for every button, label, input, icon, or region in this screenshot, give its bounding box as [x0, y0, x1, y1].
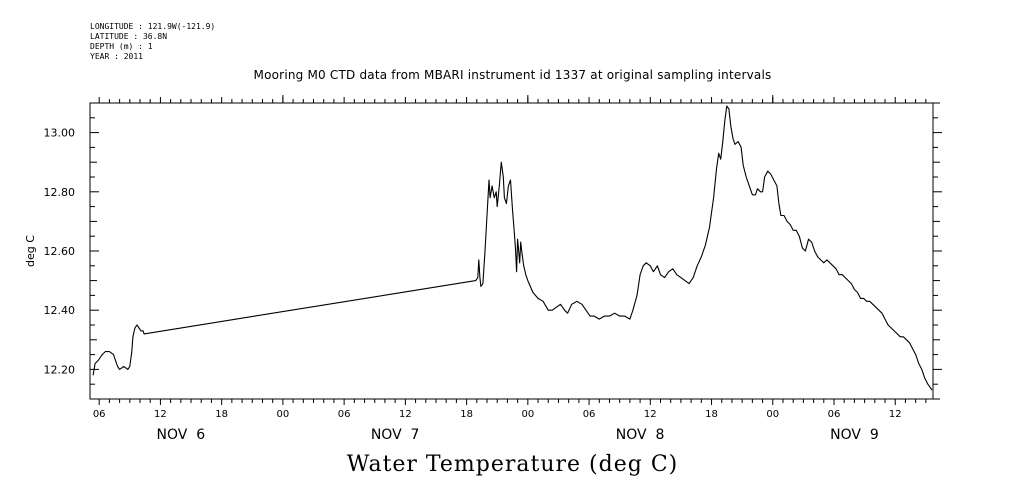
y-tick-label: 12.20: [44, 363, 76, 376]
metadata-depth: DEPTH (m) : 1: [90, 42, 153, 51]
x-axis-title: Water Temperature (deg C): [346, 452, 679, 477]
series-line: [92, 105, 933, 391]
x-tick-label: 00: [766, 409, 779, 420]
x-tick-label: 12: [399, 409, 412, 420]
x-tick-label: 12: [154, 409, 167, 420]
x-tick-label: 00: [521, 409, 534, 420]
x-tick-label: 18: [705, 409, 718, 420]
x-tick-label: 12: [644, 409, 657, 420]
x-day-label: NOV 6: [157, 427, 206, 443]
y-tick-label: 12.60: [44, 245, 76, 258]
x-day-label: NOV 8: [616, 427, 665, 443]
x-axis-title-wrap: Water Temperature (deg C): [0, 452, 1009, 477]
chart-title-wrap: Mooring M0 CTD data from MBARI instrumen…: [0, 68, 1009, 82]
chart-title: Mooring M0 CTD data from MBARI instrumen…: [253, 68, 772, 82]
metadata-year: YEAR : 2011: [90, 52, 143, 61]
y-tick-label: 12.40: [44, 304, 76, 317]
y-tick-label: 12.80: [44, 186, 76, 199]
x-tick-label: 18: [460, 409, 473, 420]
x-tick-label: 18: [215, 409, 228, 420]
plot-frame: [89, 102, 934, 400]
y-tick-label: 13.00: [44, 127, 76, 140]
metadata-latitude: LATITUDE : 36.8N: [90, 32, 168, 41]
x-tick-label: 06: [338, 409, 351, 420]
x-tick-label: 06: [93, 409, 106, 420]
x-tick-label: 06: [828, 409, 841, 420]
y-axis-label: deg C: [24, 235, 37, 267]
metadata-block: LONGITUDE : 121.9W(-121.9) LATITUDE : 36…: [90, 22, 215, 62]
metadata-longitude: LONGITUDE : 121.9W(-121.9): [90, 22, 216, 31]
x-tick-label: 06: [583, 409, 596, 420]
x-day-label: NOV 9: [830, 427, 879, 443]
x-day-label: NOV 7: [371, 427, 420, 443]
x-tick-label: 12: [889, 409, 902, 420]
x-tick-label: 00: [277, 409, 290, 420]
